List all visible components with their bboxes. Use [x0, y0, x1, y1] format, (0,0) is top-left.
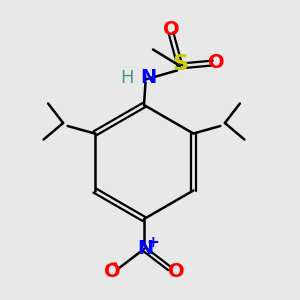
Text: O: O	[208, 53, 225, 73]
Text: N: N	[140, 68, 157, 87]
Text: O: O	[103, 262, 120, 281]
Text: H: H	[121, 69, 134, 87]
Text: +: +	[147, 235, 159, 250]
Text: S: S	[172, 55, 188, 74]
Text: N: N	[137, 239, 154, 259]
Text: -: -	[110, 254, 118, 273]
Text: O: O	[163, 20, 179, 39]
Text: O: O	[168, 262, 184, 281]
